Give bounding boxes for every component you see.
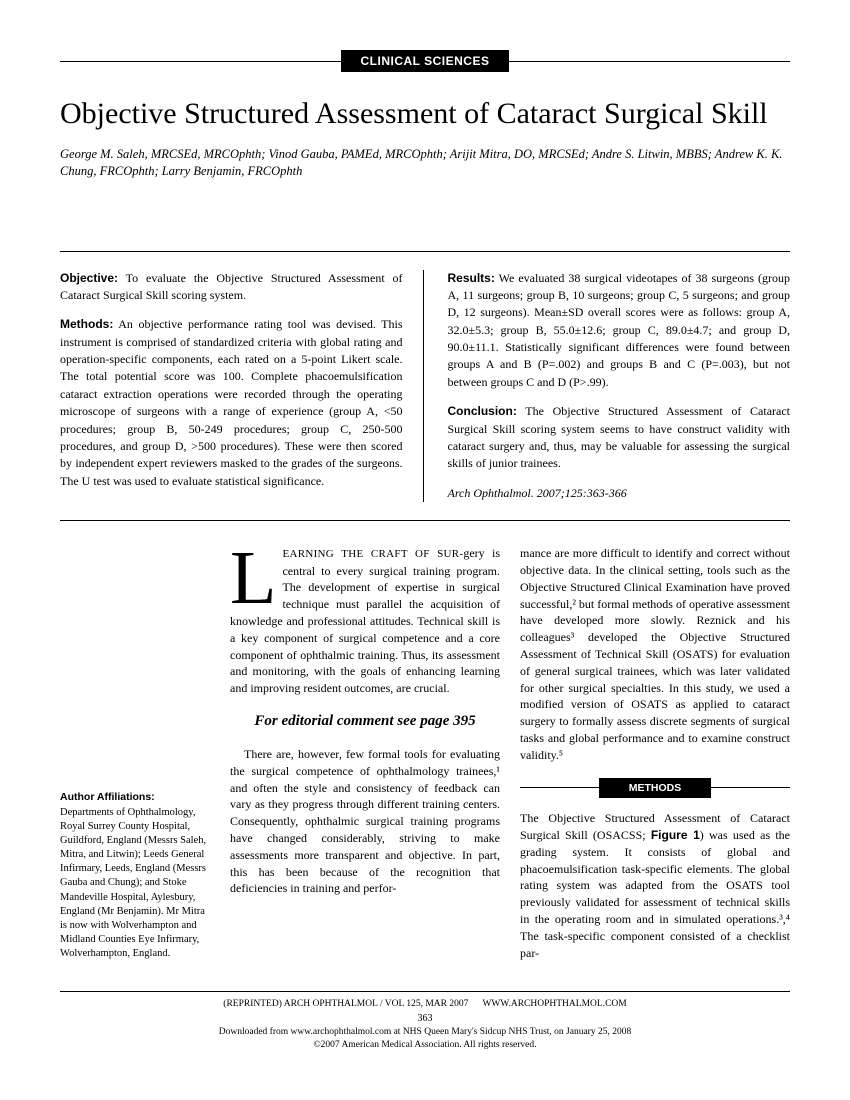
body-para3: mance are more difficult to identify and… (520, 545, 790, 763)
abstract-left-col: Objective: To evaluate the Objective Str… (60, 270, 424, 503)
body-middle-column: LEARNING THE CRAFT OF SUR-gery is centra… (230, 545, 500, 961)
results-text: We evaluated 38 surgical videotapes of 3… (448, 271, 791, 389)
footer-reprint: (REPRINTED) ARCH OPHTHALMOL / VOL 125, M… (60, 998, 790, 1011)
methods-body: The Objective Structured Assessment of C… (520, 810, 790, 961)
body-right-column: mance are more difficult to identify and… (520, 545, 790, 961)
first-line-caps: EARNING THE CRAFT OF SUR- (282, 548, 463, 560)
abstract-container: Objective: To evaluate the Objective Str… (60, 251, 790, 522)
objective-label: Objective: (60, 271, 118, 285)
methods-label: Methods: (60, 317, 113, 331)
methods-rule-right (711, 787, 790, 788)
footer-downloaded: Downloaded from www.archophthalmol.com a… (60, 1026, 790, 1039)
affiliations-column: Author Affiliations: Departments of Opht… (60, 545, 210, 961)
body-para1: LEARNING THE CRAFT OF SUR-gery is centra… (230, 545, 500, 697)
methods-header-rule: METHODS (520, 778, 790, 799)
body-para2: There are, however, few formal tools for… (230, 746, 500, 897)
footer-page: 363 (60, 1012, 790, 1026)
section-header-rule: CLINICAL SCIENCES (60, 50, 790, 72)
abstract-right-col: Results: We evaluated 38 surgical videot… (448, 270, 791, 503)
abstract-methods: Methods: An objective performance rating… (60, 316, 403, 490)
page-footer: (REPRINTED) ARCH OPHTHALMOL / VOL 125, M… (60, 991, 790, 1052)
section-badge: CLINICAL SCIENCES (341, 50, 510, 72)
article-title: Objective Structured Assessment of Catar… (60, 97, 790, 132)
methods-badge: METHODS (599, 778, 712, 799)
rule-left (60, 61, 341, 62)
footer-copyright: ©2007 American Medical Association. All … (60, 1039, 790, 1052)
abstract-results: Results: We evaluated 38 surgical videot… (448, 270, 791, 392)
authors-list: George M. Saleh, MRCSEd, MRCOphth; Vinod… (60, 146, 790, 181)
affiliations-label: Author Affiliations: (60, 791, 155, 803)
body-container: Author Affiliations: Departments of Opht… (60, 545, 790, 961)
abstract-objective: Objective: To evaluate the Objective Str… (60, 270, 403, 305)
citation: Arch Ophthalmol. 2007;125:363-366 (448, 485, 791, 502)
methods-text: An objective performance rating tool was… (60, 317, 403, 488)
methods-rule-left (520, 787, 599, 788)
abstract-conclusion: Conclusion: The Objective Structured Ass… (448, 403, 791, 473)
figure-ref: Figure 1 (651, 828, 700, 842)
affiliations-text: Departments of Ophthalmology, Royal Surr… (60, 807, 206, 960)
rule-right (509, 61, 790, 62)
results-label: Results: (448, 271, 495, 285)
conclusion-label: Conclusion: (448, 404, 517, 418)
editorial-comment: For editorial comment see page 395 (230, 711, 500, 732)
dropcap: L (230, 545, 282, 607)
